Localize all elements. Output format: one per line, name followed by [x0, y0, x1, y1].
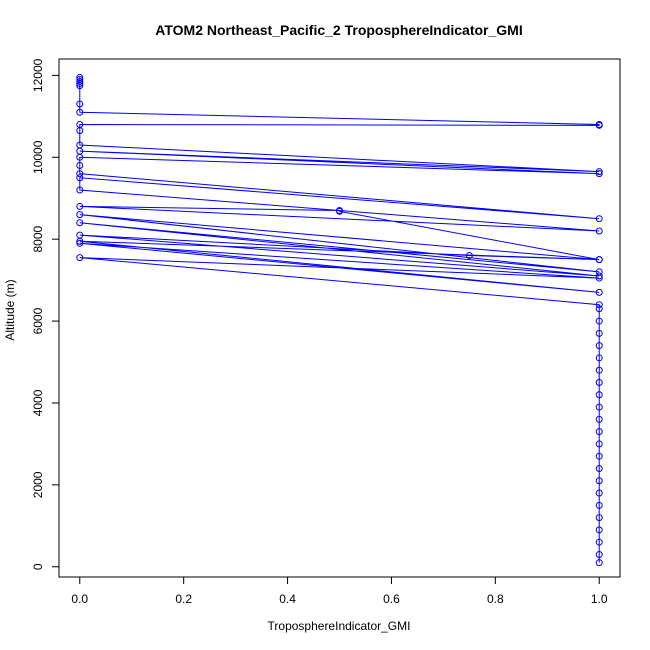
data-point [76, 211, 84, 219]
x-tick-label: 0.4 [279, 592, 296, 606]
data-point [76, 219, 84, 227]
data-point [595, 272, 603, 280]
data-point [336, 207, 343, 215]
data-point [595, 477, 603, 485]
data-point [595, 464, 603, 472]
data-point [595, 256, 603, 264]
chart-title: ATOM2 Northeast_Pacific_2 TroposphereInd… [155, 22, 522, 38]
y-tick-label: 12000 [31, 58, 45, 92]
data-point [595, 301, 603, 309]
y-axis-label: Altitude (m) [3, 279, 17, 340]
data-point [76, 170, 84, 178]
data-point [76, 161, 84, 169]
data-point [595, 227, 603, 235]
data-point [76, 174, 84, 182]
data-point [76, 82, 84, 90]
data-point [76, 153, 84, 161]
data-point [595, 168, 603, 176]
data-point [595, 121, 603, 129]
data-point [595, 317, 603, 325]
data-point [595, 559, 603, 567]
y-tick-label: 2000 [31, 471, 45, 498]
x-tick-label: 0.0 [71, 592, 88, 606]
y-tick-label: 6000 [31, 307, 45, 334]
data-point [595, 366, 603, 374]
data-point [595, 274, 603, 282]
y-tick-label: 8000 [31, 226, 45, 253]
data-point [595, 415, 603, 423]
x-axis: 0.0 0.2 0.4 0.6 0.8 1.0 [71, 576, 608, 606]
y-tick-label: 10000 [31, 140, 45, 174]
data-point [76, 108, 84, 116]
data-point [595, 354, 603, 362]
data-point [595, 329, 603, 337]
data-point [76, 254, 84, 262]
x-tick-label: 1.0 [591, 592, 608, 606]
data-point [76, 80, 84, 88]
data-point [465, 252, 473, 260]
data-point [76, 100, 84, 108]
data-point [595, 215, 603, 223]
data-point [76, 237, 84, 245]
data-point [76, 202, 84, 210]
data-point [595, 288, 603, 296]
data-point [595, 428, 603, 436]
plot-frame [58, 58, 621, 578]
data-point [595, 403, 603, 411]
data-point [595, 342, 603, 350]
x-tick-label: 0.6 [383, 592, 400, 606]
series-line [79, 77, 600, 563]
data-point [595, 452, 603, 460]
y-tick-label: 0 [31, 563, 45, 570]
data-point [595, 440, 603, 448]
data-point [595, 526, 603, 534]
data-point [595, 391, 603, 399]
data-point [76, 186, 84, 194]
data-point [595, 514, 603, 522]
data-point [595, 538, 603, 546]
data-point [76, 78, 84, 86]
data-point [595, 501, 603, 509]
y-axis: 0 2000 4000 6000 8000 10000 12000 [31, 58, 60, 570]
data-point [76, 127, 84, 135]
x-tick-label: 0.2 [175, 592, 192, 606]
series-layer [76, 73, 603, 567]
y-tick-label: 4000 [31, 389, 45, 416]
data-point [595, 550, 603, 558]
x-tick-label: 0.8 [487, 592, 504, 606]
x-axis-label: TroposphereIndicator_GMI [268, 619, 411, 633]
data-point [76, 239, 84, 247]
data-point [595, 489, 603, 497]
data-point [595, 378, 603, 386]
data-point [595, 305, 603, 313]
data-point [595, 170, 603, 178]
